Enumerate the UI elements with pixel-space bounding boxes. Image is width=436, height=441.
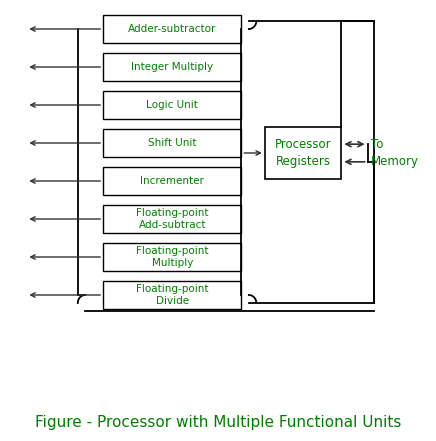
Bar <box>103 281 242 309</box>
Bar <box>103 129 242 157</box>
Text: Logic Unit: Logic Unit <box>146 100 198 110</box>
Text: Shift Unit: Shift Unit <box>148 138 197 148</box>
Text: Figure - Processor with Multiple Functional Units: Figure - Processor with Multiple Functio… <box>35 415 401 430</box>
Bar <box>103 167 242 195</box>
Text: Incrementer: Incrementer <box>140 176 204 186</box>
Bar <box>103 91 242 119</box>
Bar <box>103 205 242 233</box>
Text: Floating-point
Multiply: Floating-point Multiply <box>136 246 208 268</box>
Text: Adder-subtractor: Adder-subtractor <box>128 24 216 34</box>
Bar <box>265 127 341 179</box>
Bar <box>103 53 242 81</box>
Text: To
Memory: To Memory <box>371 138 419 168</box>
Text: Floating-point
Add-subtract: Floating-point Add-subtract <box>136 208 208 230</box>
Text: Integer Multiply: Integer Multiply <box>131 62 213 72</box>
Bar <box>103 15 242 43</box>
Bar <box>103 243 242 271</box>
Text: Processor
Registers: Processor Registers <box>275 138 331 168</box>
Text: Floating-point
Divide: Floating-point Divide <box>136 284 208 306</box>
